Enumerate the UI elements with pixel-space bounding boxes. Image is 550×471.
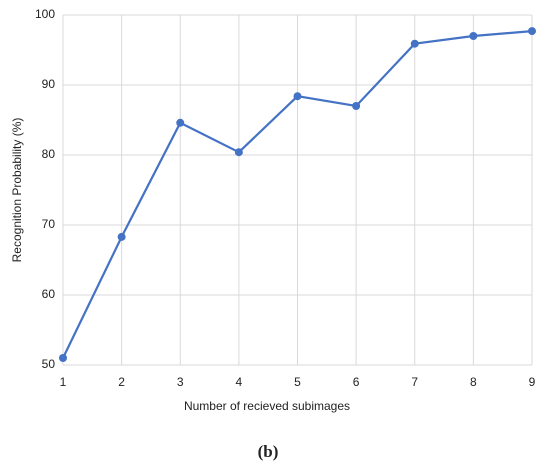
x-tick-label: 6 — [353, 375, 360, 389]
data-point — [176, 118, 185, 127]
data-point — [117, 232, 126, 241]
y-axis-label: Recognition Probability (%) — [10, 118, 24, 263]
x-tick-label: 2 — [118, 375, 125, 389]
y-tick-label: 50 — [42, 357, 56, 371]
caption: (b) — [258, 442, 279, 461]
x-axis-label: Number of recieved subimages — [184, 399, 350, 413]
x-tick-label: 8 — [470, 375, 477, 389]
data-point — [469, 32, 478, 40]
data-point — [410, 39, 419, 48]
x-tick-label: 4 — [236, 375, 243, 389]
y-tick-label: 100 — [35, 7, 55, 21]
data-point — [528, 27, 536, 36]
y-tick-label: 60 — [42, 287, 56, 301]
data-point — [352, 102, 361, 110]
x-tick-label: 3 — [177, 375, 184, 389]
y-tick-label: 70 — [42, 217, 56, 231]
data-point — [59, 354, 67, 362]
x-tick-label: 5 — [294, 375, 301, 389]
y-tick-label: 80 — [42, 147, 56, 161]
y-tick-label: 90 — [42, 77, 56, 91]
data-point — [293, 92, 302, 101]
data-point — [234, 148, 243, 157]
x-tick-label: 1 — [60, 375, 67, 389]
x-tick-label: 9 — [529, 375, 536, 389]
x-tick-label: 7 — [411, 375, 418, 389]
